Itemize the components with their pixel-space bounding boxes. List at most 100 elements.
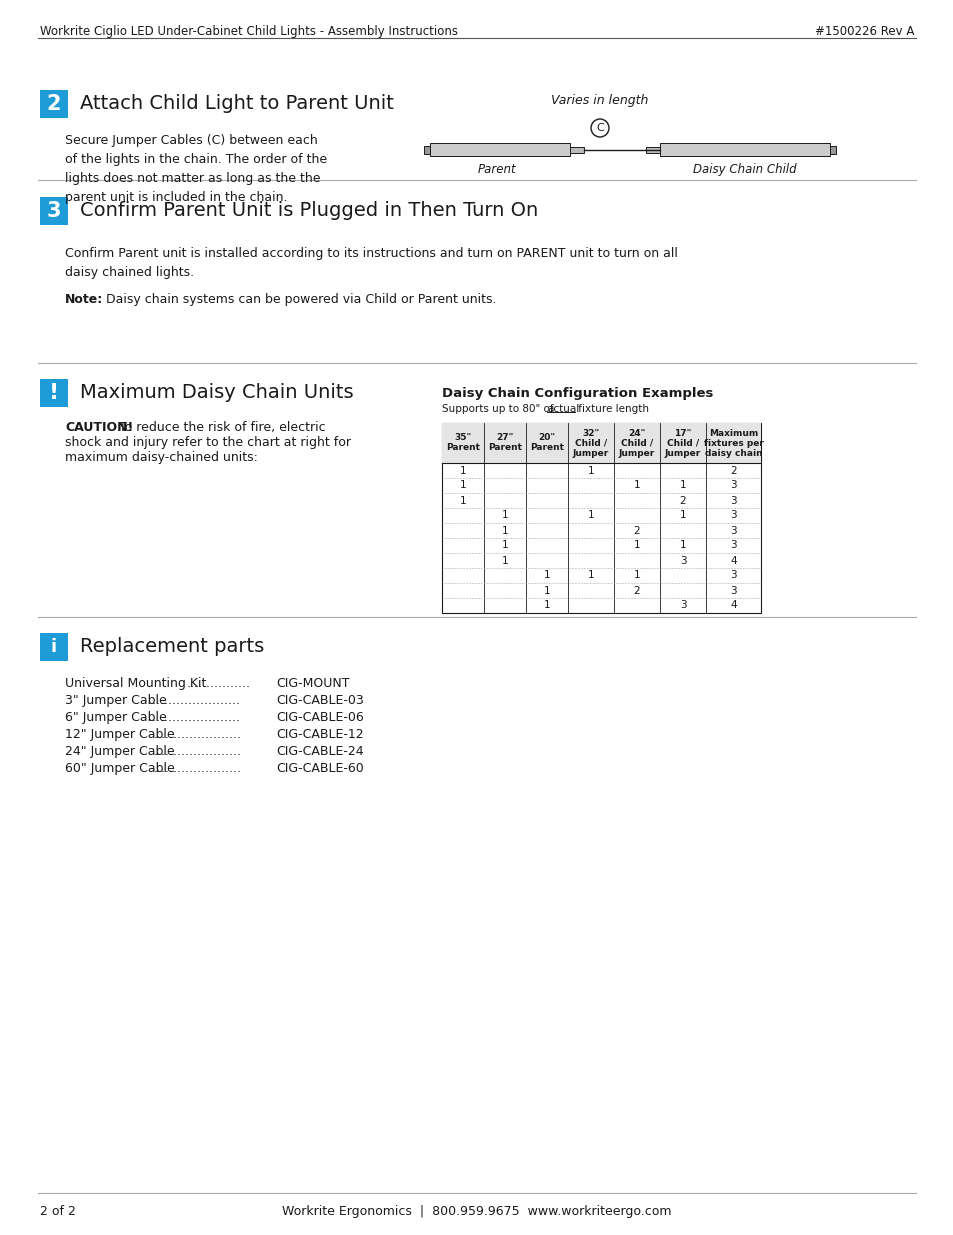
Text: ......................: ...................... xyxy=(153,762,241,776)
Text: CIG-CABLE-12: CIG-CABLE-12 xyxy=(275,727,363,741)
Text: 27": 27" xyxy=(496,433,513,442)
Text: C: C xyxy=(596,124,603,133)
Text: 1: 1 xyxy=(543,585,550,595)
Text: Parent: Parent xyxy=(446,443,479,452)
Text: Daisy chain systems can be powered via Child or Parent units.: Daisy chain systems can be powered via C… xyxy=(102,293,496,306)
Text: Parent: Parent xyxy=(477,163,516,177)
Text: 1: 1 xyxy=(633,480,639,490)
Text: 20": 20" xyxy=(537,433,555,442)
Text: fixture length: fixture length xyxy=(575,404,648,414)
Text: Attach Child Light to Parent Unit: Attach Child Light to Parent Unit xyxy=(80,94,394,112)
FancyBboxPatch shape xyxy=(40,90,68,119)
Text: 1: 1 xyxy=(459,480,466,490)
Text: 1: 1 xyxy=(543,571,550,580)
Bar xyxy=(659,143,829,156)
Text: 24" Jumper Cable: 24" Jumper Cable xyxy=(65,745,174,758)
Text: 1: 1 xyxy=(501,526,508,536)
Text: 1: 1 xyxy=(459,495,466,505)
Text: 3: 3 xyxy=(729,510,736,520)
Text: Supports up to 80" of: Supports up to 80" of xyxy=(441,404,557,414)
Text: 3: 3 xyxy=(729,480,736,490)
Text: actual: actual xyxy=(546,404,578,414)
Text: ......................: ...................... xyxy=(153,745,241,758)
Text: Jumper: Jumper xyxy=(664,448,700,457)
Text: To reduce the risk of fire, electric: To reduce the risk of fire, electric xyxy=(115,421,325,433)
Text: 60" Jumper Cable: 60" Jumper Cable xyxy=(65,762,174,776)
Bar xyxy=(829,146,835,154)
Text: Confirm Parent unit is installed according to its instructions and turn on PAREN: Confirm Parent unit is installed accordi… xyxy=(65,247,678,279)
Text: 1: 1 xyxy=(587,571,594,580)
Text: shock and injury refer to the chart at right for: shock and injury refer to the chart at r… xyxy=(65,436,351,450)
Text: CAUTION!: CAUTION! xyxy=(65,421,133,433)
Text: Child /: Child / xyxy=(620,438,653,447)
Text: Workrite Ciglio LED Under-Cabinet Child Lights - Assembly Instructions: Workrite Ciglio LED Under-Cabinet Child … xyxy=(40,25,457,38)
Text: CIG-CABLE-06: CIG-CABLE-06 xyxy=(275,711,363,724)
Text: 1: 1 xyxy=(679,480,685,490)
Text: 4: 4 xyxy=(729,556,736,566)
Text: 3: 3 xyxy=(729,526,736,536)
Text: CIG-CABLE-24: CIG-CABLE-24 xyxy=(275,745,363,758)
Text: 1: 1 xyxy=(501,510,508,520)
Text: Secure Jumper Cables (C) between each
of the lights in the chain. The order of t: Secure Jumper Cables (C) between each of… xyxy=(65,135,327,204)
Text: maximum daisy-chained units:: maximum daisy-chained units: xyxy=(65,451,257,464)
Text: Jumper: Jumper xyxy=(618,448,655,457)
Text: Replacement parts: Replacement parts xyxy=(80,637,264,656)
Bar xyxy=(441,424,760,463)
Text: ......................: ...................... xyxy=(153,727,241,741)
Text: Confirm Parent Unit is Plugged in Then Turn On: Confirm Parent Unit is Plugged in Then T… xyxy=(80,201,537,220)
Text: #1500226 Rev A: #1500226 Rev A xyxy=(814,25,913,38)
Text: 2 of 2: 2 of 2 xyxy=(40,1205,76,1218)
Text: 2: 2 xyxy=(679,495,685,505)
Text: 12" Jumper Cable: 12" Jumper Cable xyxy=(65,727,174,741)
Text: 17": 17" xyxy=(674,429,691,437)
Text: fixtures per: fixtures per xyxy=(702,438,762,447)
Text: CIG-CABLE-60: CIG-CABLE-60 xyxy=(275,762,363,776)
Bar xyxy=(569,147,583,153)
Bar xyxy=(645,147,659,153)
Text: .......................: ....................... xyxy=(148,711,240,724)
Text: 1: 1 xyxy=(587,510,594,520)
Text: Varies in length: Varies in length xyxy=(551,94,648,107)
Text: 32": 32" xyxy=(581,429,599,437)
Text: i: i xyxy=(51,638,57,656)
Text: CIG-CABLE-03: CIG-CABLE-03 xyxy=(275,694,363,706)
Text: CIG-MOUNT: CIG-MOUNT xyxy=(275,677,349,690)
Text: 24": 24" xyxy=(628,429,645,437)
Text: !: ! xyxy=(49,383,59,403)
Text: 3: 3 xyxy=(47,201,61,221)
Text: Parent: Parent xyxy=(530,443,563,452)
Text: 1: 1 xyxy=(679,541,685,551)
Bar xyxy=(441,424,760,613)
FancyBboxPatch shape xyxy=(40,634,68,661)
Text: Parent: Parent xyxy=(488,443,521,452)
Text: .......................: ....................... xyxy=(148,694,240,706)
Text: 1: 1 xyxy=(587,466,594,475)
Text: Child /: Child / xyxy=(666,438,699,447)
Text: 1: 1 xyxy=(459,466,466,475)
Text: 2: 2 xyxy=(633,526,639,536)
Text: Maximum Daisy Chain Units: Maximum Daisy Chain Units xyxy=(80,383,354,403)
Text: 2: 2 xyxy=(633,585,639,595)
Text: ................: ................ xyxy=(187,677,251,690)
Text: 1: 1 xyxy=(543,600,550,610)
Text: daisy chain: daisy chain xyxy=(704,448,761,457)
Text: Universal Mounting Kit: Universal Mounting Kit xyxy=(65,677,206,690)
Text: 3: 3 xyxy=(679,600,685,610)
FancyBboxPatch shape xyxy=(40,198,68,225)
Text: 3: 3 xyxy=(729,585,736,595)
FancyBboxPatch shape xyxy=(40,379,68,408)
Text: 4: 4 xyxy=(729,600,736,610)
Text: Maximum: Maximum xyxy=(708,429,758,437)
Text: Daisy Chain Child: Daisy Chain Child xyxy=(693,163,796,177)
Bar xyxy=(430,143,569,156)
Text: 1: 1 xyxy=(633,541,639,551)
Text: 1: 1 xyxy=(679,510,685,520)
Text: 1: 1 xyxy=(501,541,508,551)
Text: Jumper: Jumper xyxy=(572,448,608,457)
Bar xyxy=(423,146,430,154)
Text: 3" Jumper Cable: 3" Jumper Cable xyxy=(65,694,167,706)
Text: 3: 3 xyxy=(729,495,736,505)
Text: 6" Jumper Cable: 6" Jumper Cable xyxy=(65,711,167,724)
Text: 3: 3 xyxy=(729,541,736,551)
Text: Child /: Child / xyxy=(575,438,606,447)
